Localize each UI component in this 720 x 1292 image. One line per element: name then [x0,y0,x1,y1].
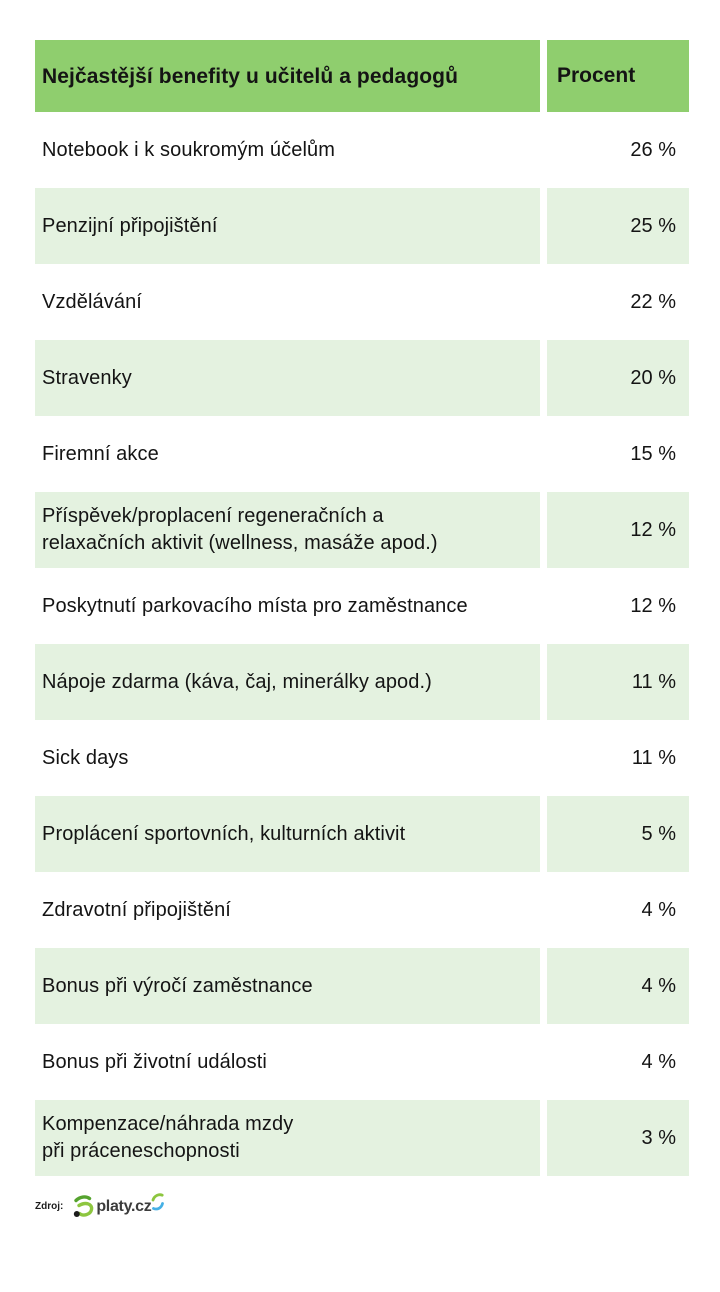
percent-cell: 15 % [630,442,676,465]
column-gap [540,872,547,948]
table-row: Zdravotní připojištění 4 % [35,872,689,948]
table-row: Kompenzace/náhrada mzdy při práceneschop… [35,1100,689,1176]
column-gap [540,340,547,416]
column-gap [540,416,547,492]
benefit-cell: Poskytnutí parkovacího místa pro zaměstn… [42,594,468,617]
benefits-table: Nejčastější benefity u učitelů a pedagog… [35,40,689,1176]
table-row: Penzijní připojištění 25 % [35,188,689,264]
benefit-cell: Notebook i k soukromým účelům [42,138,336,161]
table-header-row: Nejčastější benefity u učitelů a pedagog… [35,40,689,112]
table-body: Notebook i k soukromým účelům 26 % Penzi… [35,112,689,1176]
column-gap [540,40,547,112]
table-row: Stravenky 20 % [35,340,689,416]
benefit-cell: Nápoje zdarma (káva, čaj, minerálky apod… [35,644,540,720]
platy-logo-text: platy.cz [96,1197,152,1215]
percent-cell: 12 % [630,594,676,617]
table-row: Proplácení sportovních, kulturních aktiv… [35,796,689,872]
benefit-cell: Stravenky [35,340,540,416]
table-row: Bonus při výročí zaměstnance 4 % [35,948,689,1024]
percent-cell: 11 % [631,746,676,769]
table-row: Sick days 11 % [35,720,689,796]
column-gap [540,1100,547,1176]
benefit-cell: Příspěvek/proplacení regeneračních a rel… [35,492,540,568]
percent-cell: 3 % [547,1100,689,1176]
platy-logo-five-icon [74,1195,94,1217]
header-percent-cell: Procent [547,40,689,112]
table-row: Firemní akce 15 % [35,416,689,492]
column-gap [540,796,547,872]
percent-cell: 12 % [547,492,689,568]
percent-cell: 4 % [641,1050,676,1073]
header-benefit-cell: Nejčastější benefity u učitelů a pedagog… [35,40,540,112]
column-gap [540,492,547,568]
platy-cz-logo: platy.cz [71,1193,165,1220]
source-footer: Zdroj: platy.cz [35,1193,720,1220]
benefit-cell: Proplácení sportovních, kulturních aktiv… [35,796,540,872]
percent-cell: 4 % [641,898,676,921]
percent-cell: 22 % [630,290,676,313]
column-gap [540,188,547,264]
benefit-cell: Bonus při výročí zaměstnance [35,948,540,1024]
benefit-cell: Zdravotní připojištění [42,898,231,921]
percent-cell: 4 % [547,948,689,1024]
benefit-cell: Vzdělávání [42,290,142,313]
source-label: Zdroj: [35,1201,64,1212]
table-row: Poskytnutí parkovacího místa pro zaměstn… [35,568,689,644]
column-gap [540,112,547,188]
column-gap [540,264,547,340]
table-row: Bonus při životní události 4 % [35,1024,689,1100]
column-gap [540,568,547,644]
percent-cell: 25 % [547,188,689,264]
platy-logo-swoosh-icon [152,1193,165,1211]
percent-cell: 20 % [547,340,689,416]
percent-cell: 11 % [547,644,689,720]
benefit-cell: Sick days [42,746,129,769]
benefit-cell: Bonus při životní události [42,1050,267,1073]
table-row: Nápoje zdarma (káva, čaj, minerálky apod… [35,644,689,720]
table-row: Příspěvek/proplacení regeneračních a rel… [35,492,689,568]
benefit-cell: Kompenzace/náhrada mzdy při práceneschop… [35,1100,540,1176]
column-gap [540,644,547,720]
table-row: Notebook i k soukromým účelům 26 % [35,112,689,188]
column-gap [540,720,547,796]
percent-cell: 26 % [630,138,676,161]
table-row: Vzdělávání 22 % [35,264,689,340]
percent-cell: 5 % [547,796,689,872]
benefit-cell: Penzijní připojištění [35,188,540,264]
benefit-cell: Firemní akce [42,442,159,465]
column-gap [540,948,547,1024]
column-gap [540,1024,547,1100]
